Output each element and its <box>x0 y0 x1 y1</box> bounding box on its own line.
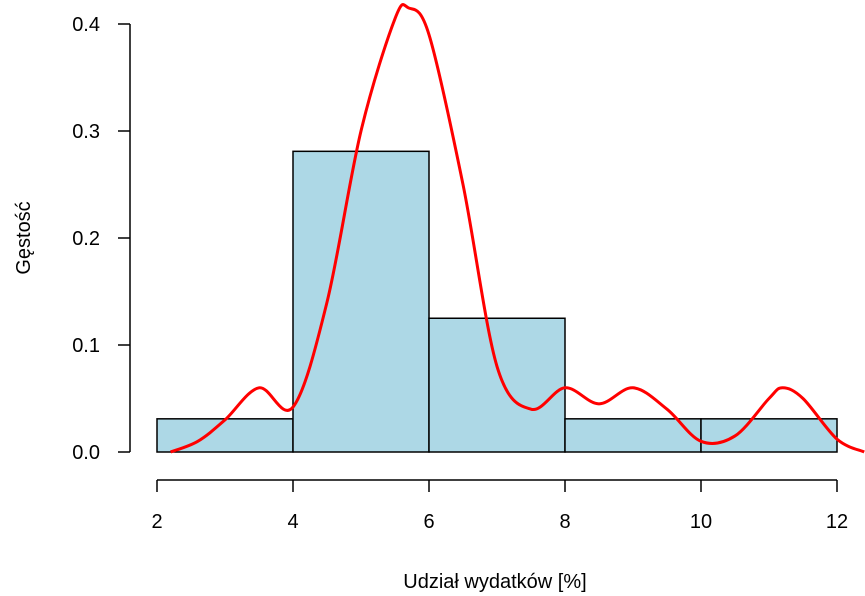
y-tick-label: 0.2 <box>72 228 100 250</box>
y-tick-label: 0.3 <box>72 121 100 143</box>
histogram-bar-3 <box>564 418 702 453</box>
histogram-bars <box>156 150 838 453</box>
x-tick-label: 12 <box>826 511 848 533</box>
density-curve <box>170 3 865 454</box>
x-tick-label: 6 <box>423 511 434 533</box>
y-tick-label: 0.1 <box>72 335 100 357</box>
x-tick-label: 4 <box>287 511 298 533</box>
x-tick-label: 10 <box>690 511 712 533</box>
x-tick-label: 2 <box>151 511 162 533</box>
histogram-bar-0 <box>156 418 294 453</box>
histogram-bar-2 <box>428 317 566 453</box>
histogram-bar-4 <box>700 418 838 453</box>
x-axis: 2 4 6 8 10 12 <box>151 479 848 533</box>
y-axis: 0.0 0.1 0.2 0.3 0.4 <box>72 14 131 464</box>
histogram-bar-1 <box>292 150 430 453</box>
x-axis-label: Udział wydatków [%] <box>403 571 586 593</box>
y-tick-label: 0.0 <box>72 442 100 464</box>
y-tick-label: 0.4 <box>72 14 100 36</box>
y-axis-label: Gęstość <box>13 201 35 274</box>
x-tick-label: 8 <box>559 511 570 533</box>
